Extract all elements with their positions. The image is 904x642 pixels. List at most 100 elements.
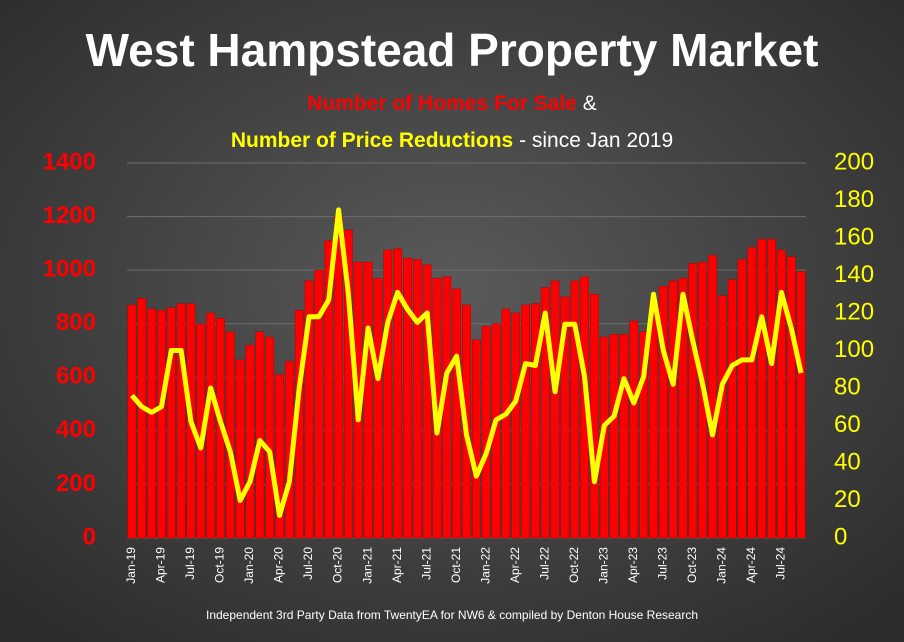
y-tick-label: 1400 — [43, 148, 96, 175]
x-tick-label: Apr-20 — [272, 547, 286, 583]
bar — [560, 296, 570, 539]
bar — [265, 336, 275, 539]
chart-title: West Hampstead Property Market — [86, 24, 819, 76]
bar — [688, 263, 698, 539]
x-tick-label: Jan-24 — [715, 547, 729, 584]
bar — [403, 257, 412, 539]
y-tick-label: 0 — [83, 523, 96, 550]
x-tick-label: Jan-23 — [596, 547, 610, 584]
bar — [590, 294, 599, 539]
line — [130, 207, 804, 518]
x-tick-label: Jul-23 — [655, 547, 669, 580]
x-tick-label: Oct-19 — [213, 547, 227, 583]
bar — [540, 287, 550, 539]
y2-tick-label: 160 — [834, 223, 874, 250]
bar — [777, 249, 786, 539]
x-tick-label: Oct-22 — [567, 547, 581, 583]
x-tick-label: Jan-20 — [242, 547, 256, 584]
bar — [275, 374, 284, 539]
y2-tick-label: 180 — [834, 186, 874, 213]
y2-tick-label: 140 — [834, 261, 874, 288]
bar — [747, 247, 757, 539]
bar — [767, 239, 776, 539]
bar — [137, 298, 147, 539]
y2-tick-label: 120 — [834, 298, 874, 325]
bar — [344, 229, 353, 539]
x-tick-label: Jul-22 — [537, 547, 551, 580]
bar — [166, 307, 176, 539]
x-tick-label: Apr-21 — [390, 547, 404, 583]
y-tick-label: 200 — [56, 470, 96, 497]
bar — [658, 285, 668, 539]
subtitle: Number of Homes For Sale & — [307, 92, 596, 115]
y-tick-label: 400 — [56, 416, 96, 443]
footnote: Independent 3rd Party Data from TwentyEA… — [206, 608, 698, 622]
bar — [757, 239, 767, 539]
x-tick-label: Jul-20 — [301, 547, 315, 580]
x-tick-label: Apr-24 — [744, 547, 758, 583]
bar — [304, 280, 314, 539]
x-tick-label: Jul-24 — [774, 547, 788, 580]
bar — [708, 255, 717, 539]
bar — [206, 312, 216, 539]
bar — [531, 303, 540, 539]
bar — [639, 331, 649, 539]
bar — [157, 310, 166, 539]
y-tick-label: 1200 — [43, 202, 96, 229]
bar — [678, 277, 688, 539]
bar — [796, 271, 806, 539]
x-tick-label: Apr-23 — [626, 547, 640, 583]
y2-tick-label: 0 — [834, 523, 847, 550]
y2-tick-label: 20 — [834, 486, 861, 513]
x-tick-label: Jan-21 — [360, 547, 374, 584]
bar — [471, 339, 481, 539]
x-tick-label: Apr-19 — [154, 547, 168, 583]
bar — [373, 277, 383, 539]
bar — [127, 304, 137, 539]
bar — [668, 280, 678, 539]
bar — [334, 216, 343, 539]
x-tick-label: Oct-23 — [685, 547, 699, 583]
x-tick-label: Jul-19 — [183, 547, 197, 580]
x-tick-label: Apr-22 — [508, 547, 522, 583]
bar — [442, 276, 452, 539]
subtitle-part: Number of Homes For Sale — [307, 92, 577, 115]
bar — [737, 259, 747, 539]
bar — [314, 269, 324, 539]
bar — [619, 334, 629, 539]
y2-tick-label: 200 — [834, 148, 874, 175]
subtitle: Number of Price Reductions - since Jan 2… — [231, 129, 673, 152]
bar — [245, 344, 255, 539]
x-tick-label: Jan-22 — [478, 547, 492, 584]
bar — [609, 334, 619, 539]
bar — [786, 256, 796, 539]
y-tick-label: 600 — [56, 363, 96, 390]
bar — [255, 331, 265, 539]
bar — [717, 295, 727, 539]
bar — [225, 331, 235, 539]
bar — [393, 248, 402, 539]
bar — [235, 359, 245, 539]
bar — [452, 288, 462, 539]
bar — [422, 264, 432, 539]
bar — [176, 303, 186, 539]
y2-tick-label: 60 — [834, 411, 861, 438]
bar — [324, 240, 334, 539]
subtitle-part: & — [583, 92, 597, 115]
bar — [521, 304, 530, 539]
y2-tick-label: 40 — [834, 448, 861, 475]
x-tick-label: Oct-21 — [449, 547, 463, 583]
x-tick-label: Jan-19 — [124, 547, 138, 584]
x-tick-label: Jul-21 — [419, 547, 433, 580]
y2-tick-label: 80 — [834, 373, 861, 400]
y2-tick-label: 100 — [834, 336, 874, 363]
bar — [412, 259, 422, 539]
y-tick-label: 1000 — [43, 255, 96, 282]
bar — [363, 261, 373, 539]
bar — [481, 326, 491, 539]
y-tick-label: 800 — [56, 309, 96, 336]
subtitle-part: - since Jan 2019 — [519, 129, 673, 152]
bar — [629, 320, 639, 539]
subtitle-part: Number of Price Reductions — [231, 129, 513, 152]
